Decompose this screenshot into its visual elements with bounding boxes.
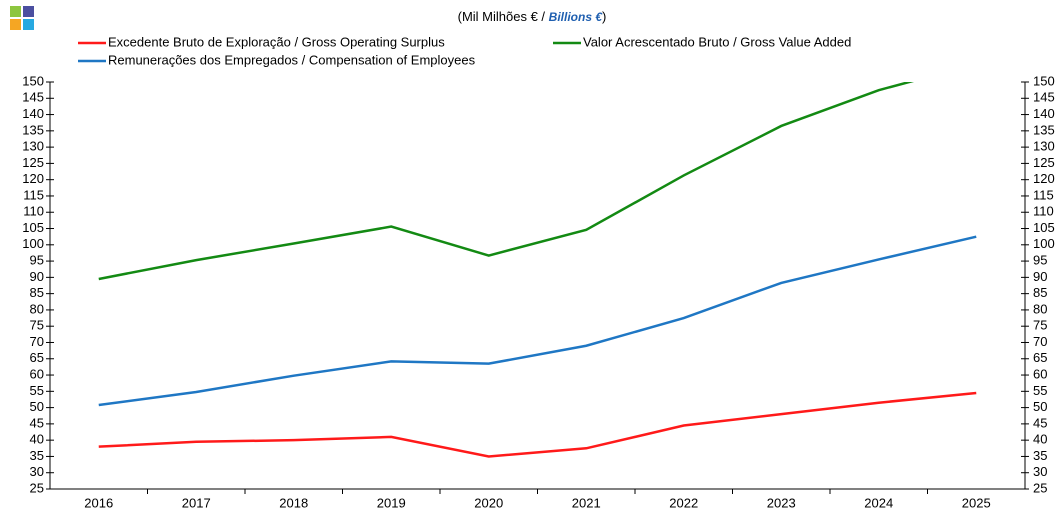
logo [10, 6, 34, 30]
y2-tick-label: 90 [1033, 269, 1047, 284]
series-line [98, 82, 915, 281]
y2-tick-label: 150 [1033, 73, 1055, 88]
y2-tick-label: 100 [1033, 236, 1055, 251]
legend-label: Remunerações dos Empregados / Compensati… [108, 52, 476, 67]
y-tick-label: 100 [22, 236, 44, 251]
x-tick-label: 2017 [182, 495, 211, 510]
legend-label: Excedente Bruto de Exploração / Gross Op… [108, 34, 445, 49]
y2-tick-label: 105 [1033, 220, 1055, 235]
y-tick-label: 130 [22, 139, 44, 154]
y-tick-label: 140 [22, 106, 44, 121]
y-tick-label: 150 [22, 73, 44, 88]
series-line [98, 235, 977, 407]
y-tick-label: 50 [30, 399, 44, 414]
y-tick-label: 70 [30, 334, 44, 349]
x-tick-label: 2018 [279, 495, 308, 510]
y2-tick-label: 130 [1033, 139, 1055, 154]
y-tick-label: 105 [22, 220, 44, 235]
y-tick-label: 25 [30, 480, 44, 495]
y-tick-label: 35 [30, 448, 44, 463]
y-tick-label: 135 [22, 122, 44, 137]
y2-tick-label: 50 [1033, 399, 1047, 414]
y-tick-label: 65 [30, 350, 44, 365]
y2-tick-label: 55 [1033, 383, 1047, 398]
y2-tick-label: 120 [1033, 171, 1055, 186]
y2-tick-label: 75 [1033, 318, 1047, 333]
y2-tick-label: 25 [1033, 480, 1047, 495]
y-tick-label: 90 [30, 269, 44, 284]
y-tick-label: 115 [23, 187, 44, 202]
y2-tick-label: 115 [1033, 187, 1054, 202]
y-tick-label: 40 [30, 432, 44, 447]
y2-tick-label: 85 [1033, 285, 1047, 300]
y2-tick-label: 40 [1033, 432, 1047, 447]
x-tick-label: 2024 [864, 495, 893, 510]
y2-tick-label: 145 [1033, 90, 1055, 105]
y-tick-label: 110 [23, 204, 44, 219]
legend-label: Valor Acrescentado Bruto / Gross Value A… [583, 34, 851, 49]
y2-tick-label: 135 [1033, 122, 1055, 137]
x-tick-label: 2023 [767, 495, 796, 510]
x-tick-label: 2025 [962, 495, 991, 510]
y-tick-label: 75 [30, 318, 44, 333]
y-tick-label: 45 [30, 415, 44, 430]
title-en: Billions € [549, 10, 604, 24]
title-close: ) [602, 9, 606, 24]
y-tick-label: 60 [30, 366, 44, 381]
y2-tick-label: 125 [1033, 155, 1055, 170]
y-tick-label: 80 [30, 301, 44, 316]
y-tick-label: 95 [30, 253, 44, 268]
y2-tick-label: 45 [1033, 415, 1047, 430]
title-pt: (Mil Milhões € / [458, 9, 549, 24]
x-tick-label: 2022 [669, 495, 698, 510]
x-tick-label: 2020 [474, 495, 503, 510]
y2-tick-label: 80 [1033, 301, 1047, 316]
y-tick-label: 85 [30, 285, 44, 300]
y-tick-label: 30 [30, 464, 44, 479]
chart-title: (Mil Milhões € / Billions €) [458, 9, 607, 24]
y2-tick-label: 110 [1033, 204, 1054, 219]
y2-tick-label: 35 [1033, 448, 1047, 463]
x-tick-label: 2021 [572, 495, 601, 510]
y2-tick-label: 30 [1033, 464, 1047, 479]
x-tick-label: 2016 [84, 495, 113, 510]
y-tick-label: 125 [22, 155, 44, 170]
x-tick-label: 2019 [377, 495, 406, 510]
y2-tick-label: 70 [1033, 334, 1047, 349]
series-line [98, 391, 977, 458]
y2-tick-label: 140 [1033, 106, 1055, 121]
y-tick-label: 55 [30, 383, 44, 398]
y-tick-label: 145 [22, 90, 44, 105]
y-tick-label: 120 [22, 171, 44, 186]
y2-tick-label: 95 [1033, 253, 1047, 268]
y2-tick-label: 65 [1033, 350, 1047, 365]
y2-tick-label: 60 [1033, 366, 1047, 381]
